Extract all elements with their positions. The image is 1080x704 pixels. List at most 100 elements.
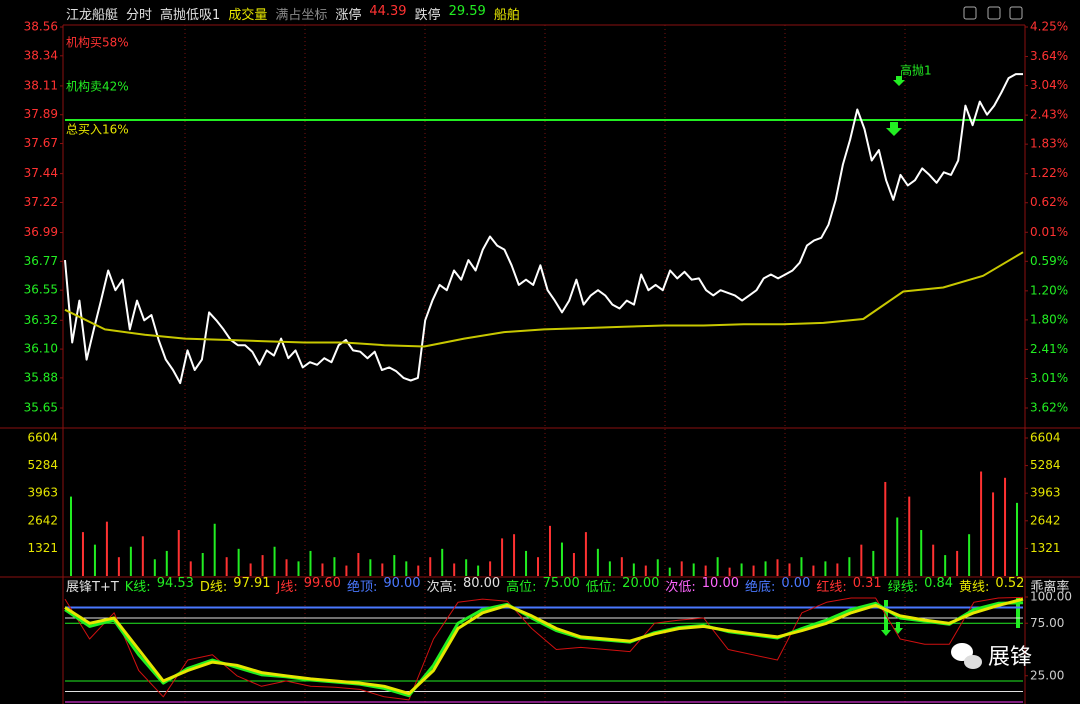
icon[interactable] [963, 6, 977, 20]
y-tick-label: 2642 [27, 513, 58, 527]
header-item: 船舶 [493, 8, 520, 23]
y-tick-label: 35.65 [24, 401, 58, 415]
header-item: 分时 [126, 8, 153, 23]
legend-value: 0.00 [781, 576, 811, 591]
volume-bar [548, 525, 551, 576]
arrows [881, 76, 1020, 636]
y-tick-label: 37.44 [24, 166, 58, 180]
indicator-extra: 乖离率 [1030, 580, 1070, 595]
volume-bar [165, 550, 168, 576]
volume-bar [369, 559, 372, 576]
legend-name: 绿线: [887, 580, 919, 595]
y-tick-label: 36.10 [24, 342, 58, 356]
series-line [64, 597, 1024, 696]
y2-tick-label: 2.41% [1030, 342, 1068, 356]
series-line [64, 251, 1024, 348]
volume-bar [513, 534, 516, 576]
series-line [64, 73, 1023, 385]
y-tick-label: 3963 [27, 486, 58, 500]
volume-bar [872, 550, 875, 576]
annotation: 机构买58% [66, 35, 129, 50]
volume-bar [932, 544, 935, 576]
volume-bar [477, 565, 480, 576]
volume-bar [489, 561, 492, 576]
volume-bar [417, 565, 420, 576]
y-tick-label: 5284 [27, 458, 58, 472]
volume-bar [812, 565, 815, 576]
legend-value: 0.31 [852, 576, 882, 591]
legend-value: 0.52 [995, 576, 1025, 591]
y2-tick-label: 100.00 [1030, 590, 1072, 604]
series-line [64, 601, 1024, 698]
legend-value: 80.00 [462, 576, 501, 591]
volume-bar [920, 530, 923, 576]
y2-tick-label: 2642 [1030, 513, 1061, 527]
header-item: 涨停 [335, 8, 362, 23]
y2-tick-label: 1.83% [1030, 137, 1068, 151]
y2-tick-label: 4.25% [1030, 20, 1068, 34]
y-tick-label: 36.99 [24, 225, 58, 239]
y-tick-label: 35.88 [24, 370, 58, 384]
y2-tick-label: 3.64% [1030, 49, 1068, 63]
y2-tick-label: 1321 [1030, 541, 1061, 555]
header-item: 44.39 [369, 4, 407, 19]
volume-bar [177, 530, 180, 576]
volume-bar [776, 559, 779, 576]
volume-bar [584, 532, 587, 576]
volume-bar [69, 496, 72, 576]
volume-bar [1016, 502, 1019, 576]
volume-bar [213, 523, 216, 576]
volume-bar [680, 561, 683, 576]
volume-bar [537, 557, 540, 576]
volume-bar [453, 563, 456, 576]
y-tick-label: 36.55 [24, 283, 58, 297]
y2-tick-label: 5284 [1030, 458, 1061, 472]
annotation: 机构卖42% [66, 79, 129, 94]
icon[interactable] [1009, 6, 1023, 20]
legend-name: 次低: [665, 580, 696, 595]
legend-name: 红线: [816, 580, 847, 595]
icon[interactable] [987, 6, 1001, 20]
y2-tick-label: 75.00 [1030, 616, 1064, 630]
y-tick-label: 37.22 [24, 195, 58, 209]
volume-bar [501, 538, 504, 576]
volume-bar [956, 550, 959, 576]
y2-tick-label: 3.62% [1030, 401, 1068, 415]
volume-bar [656, 559, 659, 576]
y2-tick-label: 0.01% [1030, 225, 1068, 239]
volume-bar [117, 557, 120, 576]
legend-value: 94.53 [156, 576, 194, 591]
legend-name: 黄线: [959, 580, 990, 595]
header-item: 满占坐标 [275, 8, 328, 23]
legend-value: 90.00 [383, 576, 421, 591]
volume-bar [836, 563, 839, 576]
volume-bar [309, 550, 312, 576]
volume-bar [716, 557, 719, 576]
volume-bar [728, 567, 731, 576]
volume-bar [944, 555, 947, 576]
volume-bar [189, 561, 192, 576]
volume-bar [93, 544, 96, 576]
volume-bar [980, 471, 983, 576]
y2-tick-label: 25.00 [1030, 668, 1064, 682]
volume-bar [572, 553, 575, 576]
volume-bar [644, 565, 647, 576]
y2-tick-label: 3.04% [1030, 78, 1068, 92]
y2-tick-label: 3.01% [1030, 371, 1068, 385]
volume-bar [740, 563, 743, 576]
y2-tick-label: 0.62% [1030, 195, 1068, 209]
volume-bar [968, 534, 971, 576]
legend-value: 10.00 [701, 576, 739, 591]
y-tick-label: 37.89 [24, 107, 58, 121]
volume-bar [1004, 477, 1007, 576]
y-tick-label: 1321 [27, 541, 58, 555]
header: 江龙船艇 分时 高抛低吸1 成交量 满占坐标 涨停 44.39 跌停 29.59 船舶 [66, 4, 520, 23]
volume-bar [884, 481, 887, 576]
volume-bar [321, 563, 324, 576]
y2-tick-label: 6604 [1030, 431, 1061, 445]
volume-bar [824, 561, 827, 576]
y-tick-label: 38.56 [24, 20, 58, 34]
volume-bar [357, 553, 360, 576]
volume-bar [237, 548, 240, 576]
